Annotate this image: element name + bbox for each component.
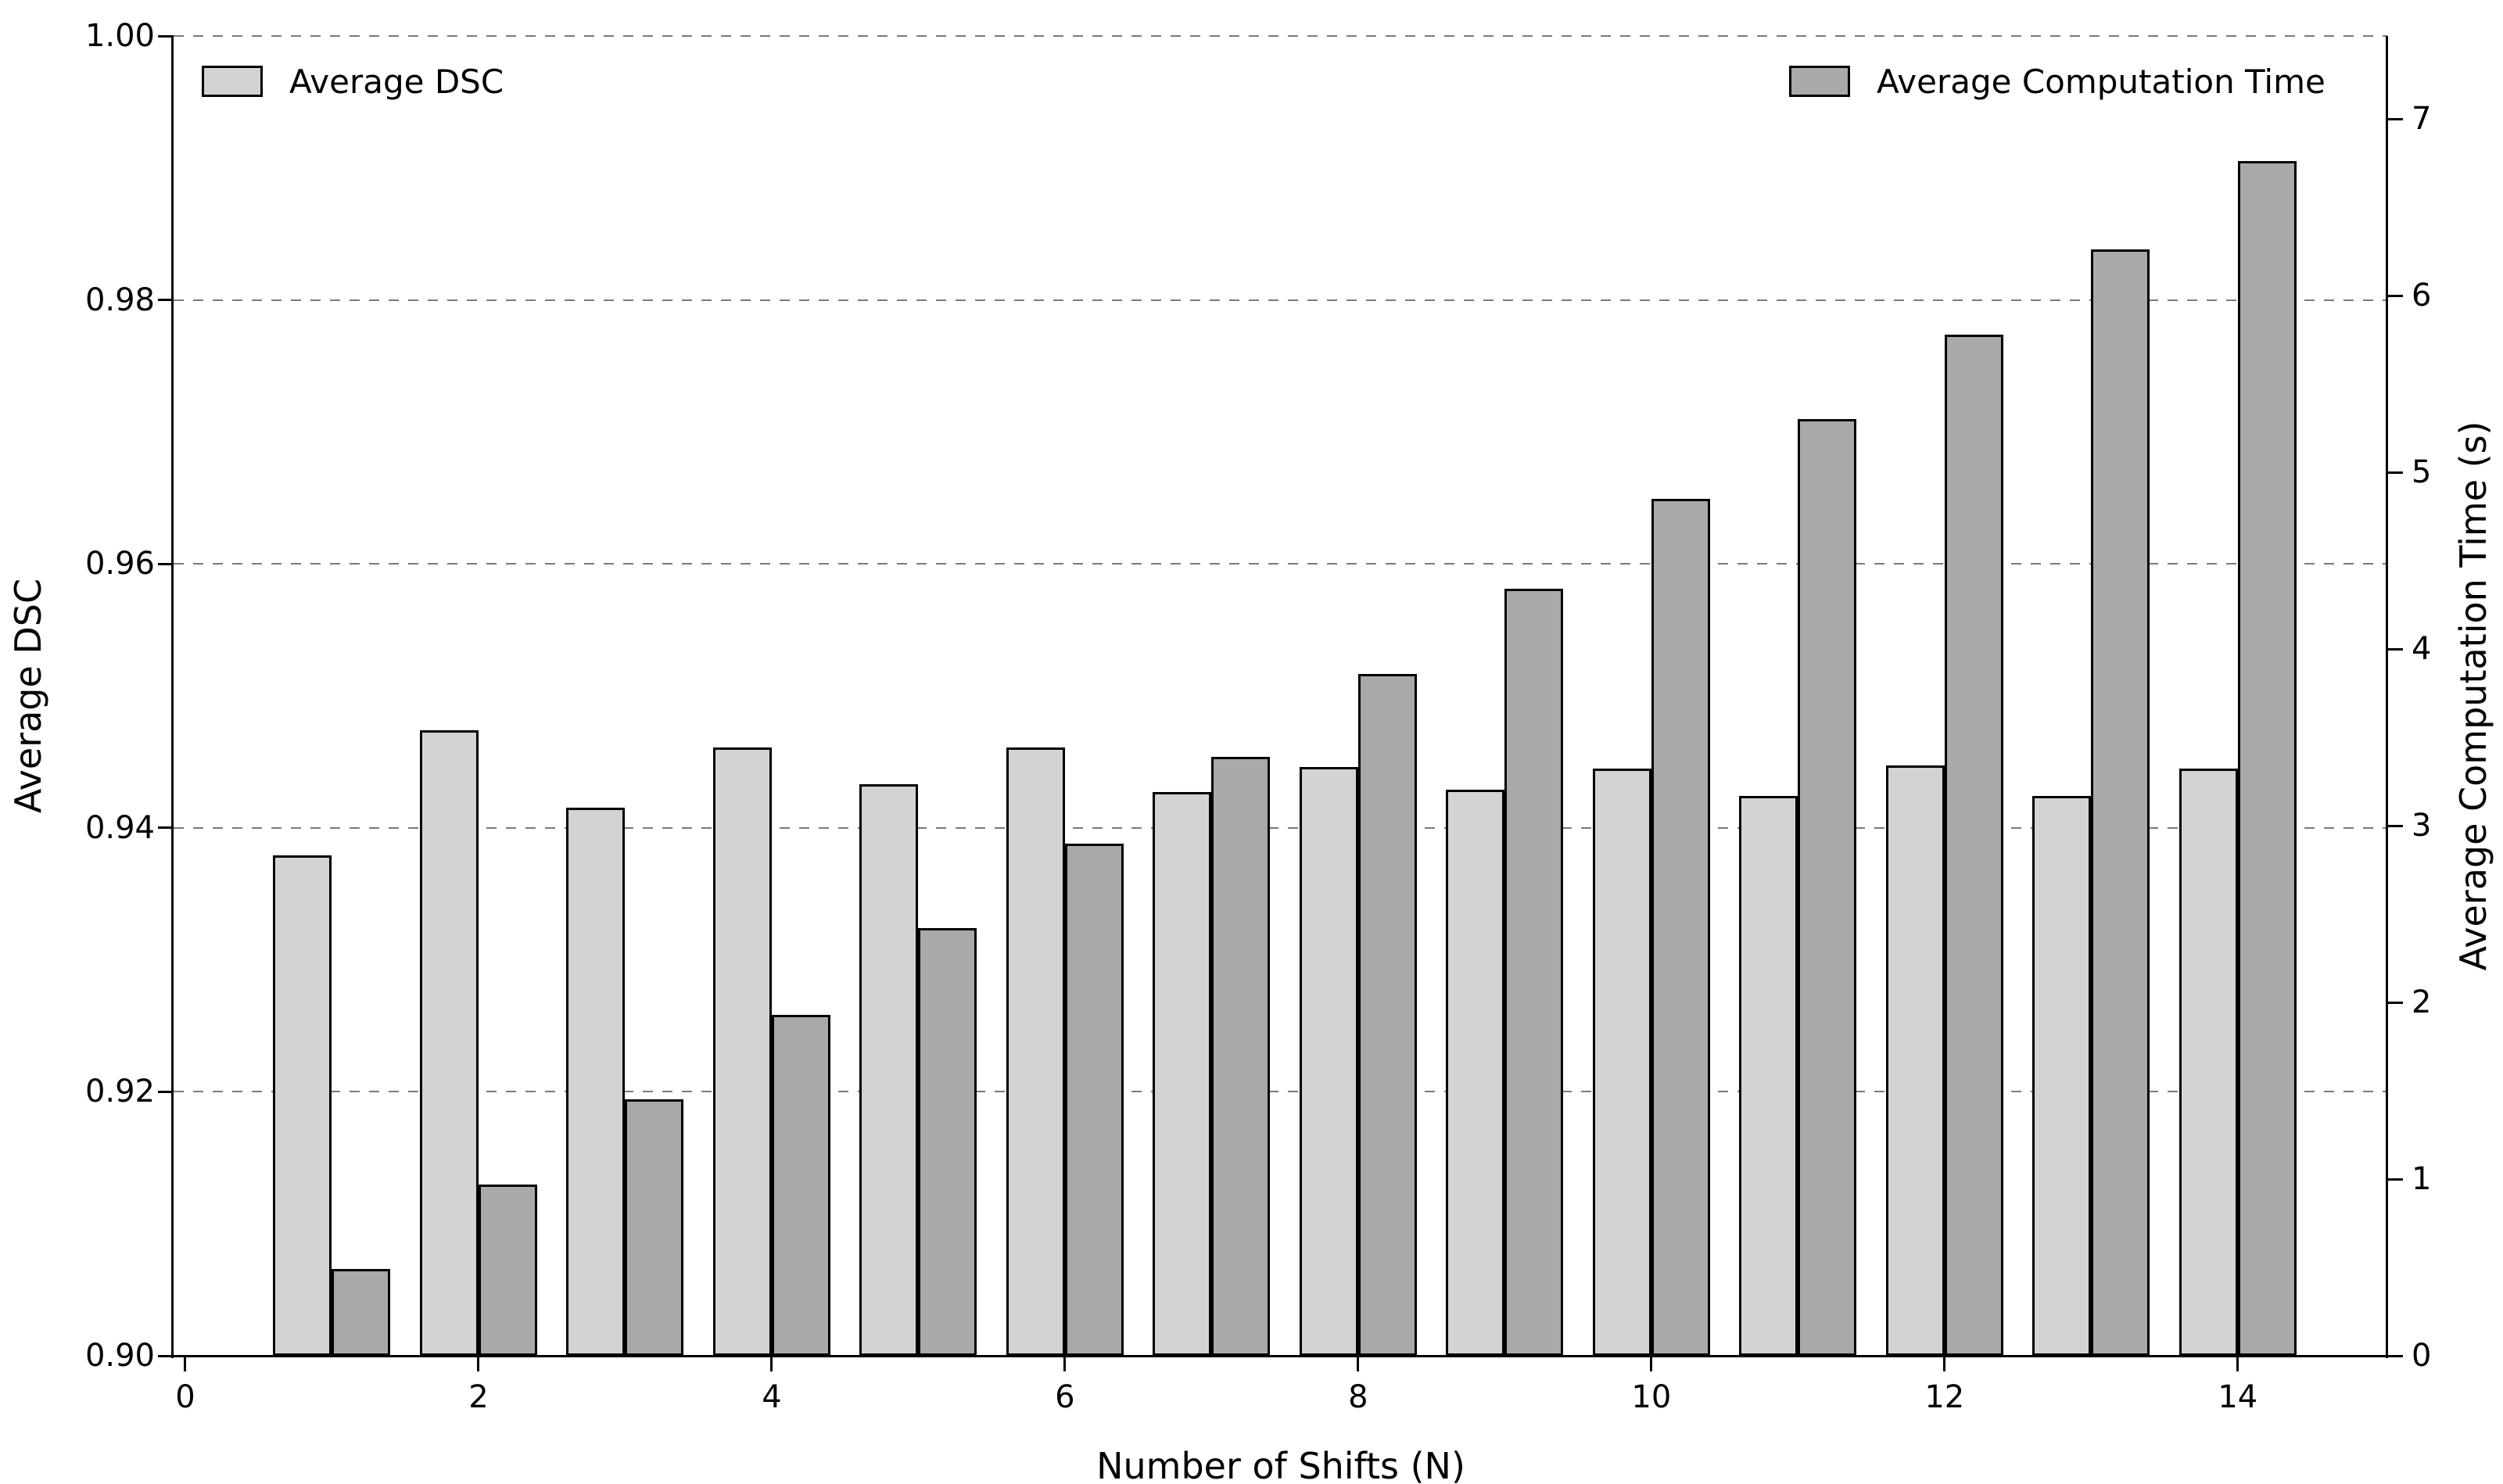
y-left-tick-0.94	[158, 826, 174, 830]
legend-label-computation-time: Average Computation Time	[1877, 62, 2325, 101]
bar-time-n5	[918, 928, 977, 1356]
bar-time-n10	[1651, 499, 1710, 1356]
x-tick-label-10: 10	[1631, 1379, 1672, 1415]
bar-dsc-n3	[566, 808, 626, 1356]
y-right-tick-label-4: 4	[2412, 631, 2432, 668]
x-tick-label-6: 6	[1055, 1379, 1075, 1415]
bar-time-n3	[625, 1099, 684, 1356]
bar-dsc-n8	[1299, 767, 1358, 1356]
bar-dsc-n11	[1739, 796, 1798, 1356]
y-axis-right-spine	[2386, 36, 2388, 1358]
y-axis-right-title: Average Computation Time (s)	[2452, 421, 2494, 971]
y-left-tick-label-1.00: 1.00	[84, 18, 155, 54]
bar-dsc-n1	[273, 855, 332, 1356]
gridline-1.00	[174, 35, 2387, 37]
legend-swatch-computation-time	[1789, 66, 1850, 97]
x-tick-label-2: 2	[468, 1379, 489, 1415]
y-right-tick-7	[2387, 117, 2403, 120]
y-left-tick-label-0.92: 0.92	[84, 1074, 155, 1110]
y-axis-left-title: Average DSC	[7, 578, 49, 814]
x-tick-6	[1063, 1356, 1067, 1371]
bar-dsc-n14	[2178, 768, 2238, 1356]
x-tick-14	[2236, 1356, 2239, 1371]
legend-swatch-dsc	[202, 66, 263, 97]
x-tick-4	[770, 1356, 773, 1371]
x-tick-label-4: 4	[762, 1379, 782, 1415]
y-right-tick-label-3: 3	[2412, 808, 2432, 844]
y-left-tick-0.96	[158, 562, 174, 565]
x-tick-label-12: 12	[1924, 1379, 1965, 1415]
gridline-0.98	[174, 299, 2387, 301]
y-right-tick-1	[2387, 1178, 2403, 1181]
x-tick-2	[477, 1356, 480, 1371]
y-right-tick-label-5: 5	[2412, 454, 2432, 491]
x-tick-label-8: 8	[1348, 1379, 1368, 1415]
y-right-tick-0	[2387, 1354, 2403, 1357]
x-tick-0	[184, 1356, 187, 1371]
bar-dsc-n10	[1592, 768, 1651, 1356]
bar-time-n9	[1504, 589, 1564, 1356]
y-left-tick-0.98	[158, 299, 174, 302]
x-tick-8	[1357, 1356, 1360, 1371]
bar-dsc-n12	[1885, 765, 1945, 1356]
y-right-tick-label-7: 7	[2412, 101, 2432, 138]
x-tick-label-14: 14	[2218, 1379, 2258, 1415]
y-left-tick-label-0.90: 0.90	[84, 1338, 155, 1374]
y-right-tick-label-6: 6	[2412, 278, 2432, 314]
bar-dsc-n9	[1446, 789, 1505, 1356]
bar-time-n8	[1357, 673, 1417, 1356]
y-left-tick-0.92	[158, 1090, 174, 1093]
x-axis-title: Number of Shifts (N)	[1096, 1445, 1465, 1484]
y-right-tick-label-2: 2	[2412, 984, 2432, 1021]
legend-item-computation-time: Average Computation Time	[1789, 58, 2325, 105]
y-right-tick-4	[2387, 647, 2403, 651]
gridline-0.96	[174, 563, 2387, 565]
y-right-tick-2	[2387, 1001, 2403, 1004]
x-axis-spine	[171, 1355, 2388, 1357]
x-tick-10	[1650, 1356, 1653, 1371]
y-right-tick-5	[2387, 471, 2403, 474]
y-left-tick-1.00	[158, 34, 174, 38]
y-left-tick-label-0.98: 0.98	[84, 281, 155, 318]
legend-label-dsc: Average DSC	[289, 62, 504, 101]
bar-time-n11	[1798, 419, 1857, 1356]
bar-dsc-n5	[859, 784, 919, 1356]
y-right-tick-label-1: 1	[2412, 1161, 2432, 1198]
y-left-tick-0.90	[158, 1354, 174, 1357]
bar-time-n14	[2237, 161, 2297, 1356]
bar-time-n13	[2091, 249, 2150, 1356]
gridline-0.94	[174, 826, 2387, 829]
bar-time-n6	[1064, 843, 1124, 1356]
y-right-tick-3	[2387, 824, 2403, 827]
y-left-tick-label-0.94: 0.94	[84, 809, 155, 846]
gridline-0.92	[174, 1091, 2387, 1093]
bar-time-n12	[1944, 334, 2003, 1356]
y-right-tick-label-0: 0	[2412, 1338, 2432, 1374]
bar-dsc-n7	[1153, 792, 1212, 1356]
bar-time-n1	[332, 1269, 391, 1356]
bar-dsc-n4	[712, 747, 772, 1356]
x-tick-12	[1943, 1356, 1946, 1371]
bar-time-n7	[1211, 756, 1271, 1356]
legend-item-dsc: Average DSC	[202, 58, 504, 105]
y-right-tick-6	[2387, 294, 2403, 297]
y-axis-left-spine	[171, 36, 174, 1358]
bar-dsc-n6	[1006, 747, 1065, 1356]
bar-dsc-n13	[2032, 796, 2092, 1356]
bar-dsc-n2	[419, 729, 479, 1356]
x-tick-label-0: 0	[175, 1379, 195, 1415]
y-left-tick-label-0.96: 0.96	[84, 546, 155, 582]
bar-time-n4	[771, 1014, 830, 1356]
bar-time-n2	[478, 1184, 537, 1356]
